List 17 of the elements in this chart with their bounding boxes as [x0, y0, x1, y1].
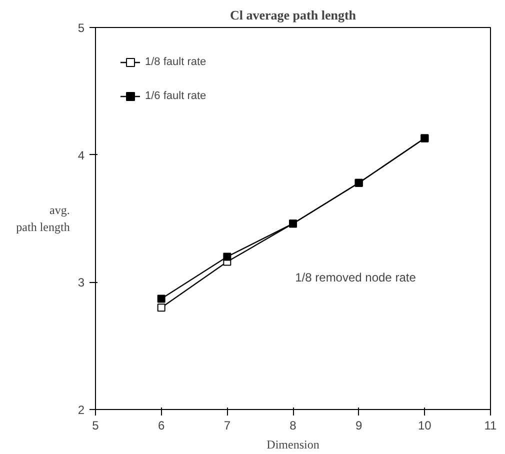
x-tick-label: 5	[92, 418, 100, 432]
x-tick-label: 11	[484, 418, 498, 432]
x-tick-label: 8	[290, 418, 297, 432]
x-tick-label: 7	[224, 418, 231, 432]
x-tick-label: 6	[158, 418, 165, 432]
x-tick-label: 10	[418, 418, 432, 432]
y-tick-label: 3	[78, 276, 85, 290]
legend-label: 1/8 fault rate	[145, 56, 206, 68]
y-tick-label: 4	[78, 148, 85, 162]
y-axis-title: avg. path length	[16, 203, 70, 234]
legend-label: 1/6 fault rate	[145, 90, 206, 102]
annotation: 1/8 removed node rate	[295, 270, 416, 284]
y-tick-label: 5	[78, 21, 85, 35]
chart-title: Cl average path length	[230, 8, 357, 22]
y-tick-label: 2	[78, 403, 85, 417]
x-axis-title: Dimension	[266, 438, 320, 452]
x-tick-label: 9	[355, 418, 362, 432]
